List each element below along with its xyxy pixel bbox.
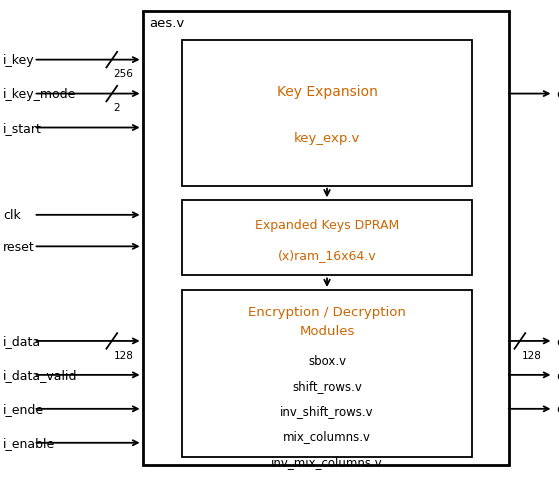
Text: mix_columns.v: mix_columns.v [283,429,371,442]
Text: shift_rows.v: shift_rows.v [292,379,362,392]
Text: inv_shift_rows.v: inv_shift_rows.v [280,404,374,417]
Text: 128: 128 [113,350,134,360]
Text: o_data: o_data [556,335,559,348]
Text: Encryption / Decryption: Encryption / Decryption [248,305,406,318]
Text: Expanded Keys DPRAM: Expanded Keys DPRAM [255,218,399,231]
Bar [182,290,472,457]
Text: Key Expansion: Key Expansion [277,85,377,99]
Text: inv_mix_columns.v: inv_mix_columns.v [271,454,383,468]
Text: i_data: i_data [3,335,41,348]
Text: 256: 256 [113,69,134,79]
Text: o_data_valid: o_data_valid [556,369,559,381]
Text: i_enable: i_enable [3,437,55,449]
Text: Modules: Modules [299,324,355,337]
Text: 128: 128 [522,350,542,360]
Text: i_ende: i_ende [3,403,44,415]
Text: i_start: i_start [3,122,42,135]
Text: i_data_valid: i_data_valid [3,369,77,381]
Text: key_exp.v: key_exp.v [294,132,360,145]
Text: i_key_mode: i_key_mode [3,88,76,101]
Text: sbox.v: sbox.v [308,354,346,367]
Text: aes.v: aes.v [149,17,184,30]
Text: (x)ram_16x64.v: (x)ram_16x64.v [278,248,376,261]
Text: o_key_ready: o_key_ready [556,88,559,101]
Text: o_ready: o_ready [556,403,559,415]
Text: clk: clk [3,209,21,222]
Text: 2: 2 [113,103,120,113]
Text: i_key: i_key [3,54,35,67]
Bar [143,12,509,465]
Bar [182,41,472,186]
Text: reset: reset [3,241,35,253]
Bar [182,201,472,276]
